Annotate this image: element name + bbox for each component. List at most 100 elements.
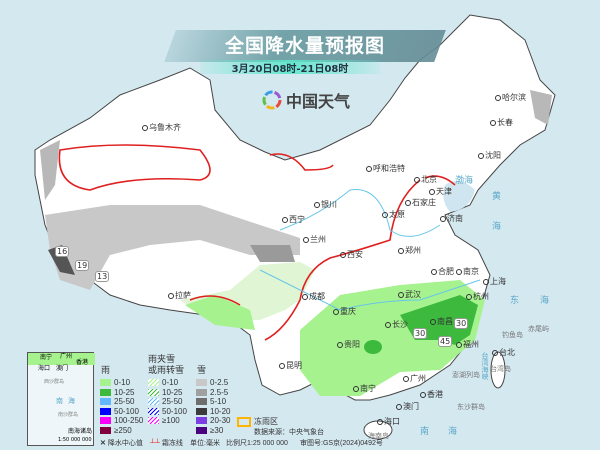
city-label: 昆明	[279, 361, 302, 370]
scale-label: 比例尺1:25 000 000	[226, 440, 288, 447]
legend-swatch	[100, 417, 111, 425]
frost-line-east	[269, 153, 334, 171]
legend-item: 50-100	[100, 407, 143, 417]
inset-label: 西沙群岛	[44, 379, 65, 385]
legend-snow: 0-2.5 2.5-5 5-10 10-20 20-30 ≥30	[196, 378, 230, 435]
legend-center-mark: ✕ 降水中心值	[100, 440, 143, 448]
legend-item: 0-2.5	[196, 378, 230, 388]
legend-swatch	[148, 388, 159, 396]
legend-item: 10-25	[100, 388, 143, 398]
city-label: 广州	[403, 374, 426, 383]
city-label: 福州	[456, 340, 479, 349]
city-label: 上海	[483, 277, 506, 286]
frost-line-xinjiang	[58, 144, 211, 191]
city-label: 天津	[429, 187, 452, 196]
legend-item: 10-25	[148, 388, 187, 398]
legend-label: 0-10	[114, 378, 131, 387]
legend-rain-title: 雨	[101, 366, 111, 376]
inset-label: 南宁	[40, 354, 53, 361]
legend-swatch	[196, 426, 207, 434]
legend-swatch	[148, 398, 159, 406]
city-label: 兰州	[303, 235, 326, 244]
legend-swatch	[196, 398, 207, 406]
subtitle-banner	[200, 60, 380, 74]
city-label: 香港	[420, 390, 443, 399]
city-label: 重庆	[333, 307, 356, 316]
logo-swirl-icon	[262, 90, 282, 110]
city-label: 太原	[382, 210, 405, 219]
city-label: 呼和浩特	[366, 164, 405, 173]
precip-center-value: 13	[95, 271, 110, 282]
city-label: 哈尔滨	[495, 93, 526, 102]
sea-label: 南	[420, 427, 430, 437]
legend-swatch	[100, 407, 111, 415]
city-label: 海口	[377, 417, 400, 426]
legend-label: 10-20	[210, 406, 231, 416]
inset-label: 海	[68, 397, 75, 405]
city-label: 长沙	[385, 320, 408, 329]
legend-label: 25-50	[162, 397, 183, 406]
legend-item: 100-250	[100, 416, 143, 426]
freezing-rain-legend-box	[237, 417, 251, 427]
place-label: 东沙群岛	[457, 403, 485, 411]
legend-label: ≥250	[114, 425, 132, 435]
legend-swatch	[100, 388, 111, 396]
legend-item: 25-50	[148, 397, 187, 407]
freezing-rain-label: 冻雨区	[254, 417, 278, 426]
legend-swatch	[148, 417, 159, 425]
city-label: 武汉	[398, 290, 421, 299]
legend-item: 25-50	[100, 397, 143, 407]
precip-center-value: 30	[454, 318, 469, 329]
city-label: 银川	[314, 200, 337, 209]
city-label: 南宁	[353, 384, 376, 393]
legend-label: 20-30	[210, 416, 231, 425]
center-label: 降水中心值	[107, 440, 143, 447]
precip-center-value: 30	[413, 328, 428, 339]
place-label: 澎湖列岛	[452, 371, 480, 379]
data-source: 数据来源：中央气象台	[254, 429, 324, 436]
inset-label: 南沙群岛	[58, 412, 79, 418]
inset-label: 香港	[76, 359, 89, 366]
legend-frost-line: ┴┴ 霜冻线	[150, 440, 183, 448]
inset-label: 海口	[38, 365, 51, 372]
rain-area-tibet	[185, 295, 255, 330]
city-label: 拉萨	[168, 291, 191, 300]
frost-line-tibet	[189, 295, 241, 306]
legend-item: ≥30	[196, 426, 230, 436]
legend-swatch	[100, 398, 111, 406]
legend-label: 25-50	[114, 397, 135, 406]
legend-sleet-title: 雨夹雪	[148, 355, 176, 365]
city-label: 沈阳	[478, 151, 501, 160]
city-label: 石家庄	[405, 198, 436, 207]
legend-label: 2.5-5	[210, 387, 229, 397]
legend-item: 10-20	[196, 407, 230, 417]
legend-label: 100-250	[114, 416, 144, 425]
legend-sleet-title-2: 或雨转雪	[148, 366, 185, 376]
legend-label: 50-100	[162, 406, 187, 416]
city-label: 澳门	[396, 402, 419, 411]
logo-text: 中国天气	[286, 92, 351, 111]
south-china-sea-inset: 南宁 海口 广州 香港 澳门 西沙群岛 南沙群岛 南 海 南海诸岛 1:50 0…	[27, 352, 95, 446]
legend-label: 5-10	[210, 397, 227, 406]
city-label: 南京	[456, 267, 479, 276]
inset-label: 广州	[60, 353, 73, 360]
legend-sleet: 0-10 10-25 25-50 50-100 ≥100	[148, 378, 187, 426]
legend-item: 5-10	[196, 397, 230, 407]
legend-item: 20-30	[196, 416, 230, 426]
legend-swatch	[196, 379, 207, 387]
city-label: 北京	[414, 175, 437, 184]
precip-center-value: 45	[438, 336, 453, 347]
rain-area-moderate-2	[364, 340, 382, 354]
snow-area-medium	[250, 245, 295, 262]
sea-label: 渤海	[455, 176, 474, 186]
city-label: 台北	[492, 348, 515, 357]
legend-item: 0-10	[148, 378, 187, 388]
place-label: 钓鱼岛	[502, 331, 523, 339]
sea-label: 台湾海峡	[481, 352, 489, 380]
legend-swatch	[196, 417, 207, 425]
legend-swatch	[196, 388, 207, 396]
sea-label: 海	[448, 427, 458, 437]
city-label: 成都	[302, 292, 325, 301]
city-label: 南昌	[430, 317, 453, 326]
snow-area-xinjiang	[40, 140, 60, 200]
